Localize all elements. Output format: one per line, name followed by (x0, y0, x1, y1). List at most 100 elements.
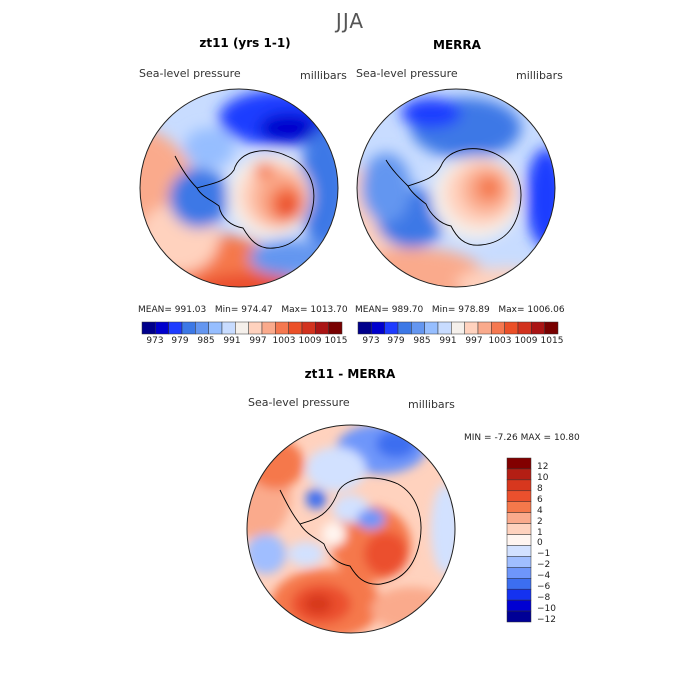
stat-max-value: 1013.70 (310, 305, 348, 315)
colorbar-tick: 973 (362, 336, 380, 346)
stat-mean-label: MEAN= (138, 305, 172, 315)
colorbar-swatch (261, 321, 276, 335)
colorbar-tick: −2 (537, 560, 551, 570)
colorbar-swatch (195, 321, 209, 335)
colorbar-tick: 979 (171, 336, 189, 346)
colorbar-swatch (506, 556, 532, 568)
stats-model: MEAN= 991.03 Min= 974.47 Max= 1013.70 (138, 305, 348, 315)
colorbar-swatch (506, 512, 532, 524)
colorbar-swatch (155, 321, 169, 335)
panel-variable-label-model: Sea-level pressure (139, 67, 241, 80)
colorbar-swatch (181, 321, 196, 335)
colorbar-tick: 991 (223, 336, 241, 346)
colorbar-tick: −10 (537, 604, 556, 614)
diff-variable-label: Sea-level pressure (248, 396, 350, 409)
colorbar-swatch (411, 321, 425, 335)
colorbar-tick: 979 (387, 336, 405, 346)
colorbar-tick: 985 (197, 336, 215, 346)
stat-max-value: 1006.06 (527, 305, 565, 315)
colorbar-tick: 991 (439, 336, 457, 346)
colorbar-swatch (371, 321, 385, 335)
stat-mean-value: 989.70 (391, 305, 424, 315)
colorbar-swatch (315, 321, 329, 335)
colorbar-swatch (506, 468, 532, 481)
colorbar-swatch (506, 490, 532, 502)
stats-obs: MEAN= 989.70 Min= 978.89 Max= 1006.06 (355, 305, 565, 315)
colorbar-swatch (506, 567, 532, 579)
colorbar-tick: 997 (249, 336, 267, 346)
colorbar-swatch (357, 321, 372, 335)
colorbar-swatch (517, 321, 532, 335)
season-title: JJA (335, 9, 365, 33)
colorbar-tick: −12 (537, 615, 556, 625)
colorbar-swatch (451, 321, 465, 335)
colorbar-swatch (506, 501, 532, 513)
colorbar-swatch (477, 321, 492, 335)
diff-max-value: 10.80 (553, 433, 580, 443)
colorbar-swatch (506, 545, 532, 557)
colorbar-swatch (384, 321, 399, 335)
colorbar-tick: 1009 (514, 336, 538, 346)
colorbar-swatch (328, 321, 343, 335)
map-outline (139, 88, 339, 288)
colorbar-tick: 1015 (324, 336, 348, 346)
stat-min-value: 974.47 (241, 305, 273, 315)
colorbar-swatch (288, 321, 303, 335)
colorbar-swatch (504, 321, 519, 335)
colorbar-swatch (506, 523, 532, 535)
colorbar-tick: −8 (537, 593, 551, 603)
colorbar-tick: 6 (537, 495, 543, 505)
colorbar-tick: −1 (537, 549, 551, 559)
colorbar-swatch (506, 457, 532, 470)
colorbar-tick: 1 (537, 528, 543, 538)
abs-colorbar-model (141, 321, 343, 335)
colorbar-swatch (168, 321, 183, 335)
colorbar-swatch (424, 321, 439, 335)
colorbar-swatch (531, 321, 545, 335)
stat-min-label: Min= (214, 305, 239, 315)
colorbar-tick: 985 (413, 336, 431, 346)
colorbar-swatch (544, 321, 559, 335)
antarctica-coastline (196, 150, 315, 249)
colorbar-tick: 1009 (298, 336, 322, 346)
stat-min-label: Min= (431, 305, 456, 315)
panel-units-label-model: millibars (300, 69, 347, 82)
stat-max-label: Max= (281, 305, 308, 315)
colorbar-swatch (506, 534, 532, 546)
map-outline (246, 424, 456, 634)
polar-map-difference (246, 424, 456, 634)
colorbar-tick: 1003 (488, 336, 512, 346)
diff-colorbar (506, 457, 532, 623)
panel-title-model: zt11 (yrs 1-1) (199, 36, 291, 50)
colorbar-swatch (491, 321, 505, 335)
panel-title-obs: MERRA (433, 38, 481, 52)
stat-mean-label: MEAN= (355, 305, 389, 315)
diff-min-value: -7.26 (494, 433, 518, 443)
colorbar-tick: 2 (537, 517, 543, 527)
panel-units-label-obs: millibars (516, 69, 563, 82)
colorbar-swatch (141, 321, 156, 335)
colorbar-swatch (506, 578, 532, 590)
diff-panel-title: zt11 - MERRA (304, 367, 396, 381)
colorbar-tick: 973 (146, 336, 164, 346)
colorbar-tick: 4 (537, 506, 543, 516)
stat-mean-value: 991.03 (174, 305, 207, 315)
colorbar-tick: −6 (537, 582, 551, 592)
antarctica-coastline (407, 148, 522, 246)
colorbar-tick: 997 (465, 336, 483, 346)
colorbar-swatch (506, 479, 532, 492)
abs-colorbar-obs (357, 321, 559, 335)
colorbar-tick: −4 (537, 571, 551, 581)
colorbar-swatch (397, 321, 412, 335)
polar-map-model (139, 88, 339, 288)
colorbar-tick: 1003 (272, 336, 296, 346)
diff-minmax: MIN = -7.26 MAX = 10.80 (464, 433, 580, 443)
colorbar-tick: 1015 (540, 336, 564, 346)
map-outline (356, 88, 556, 288)
stat-min-value: 978.89 (458, 305, 490, 315)
colorbar-swatch (506, 588, 532, 601)
panel-variable-label-obs: Sea-level pressure (356, 67, 458, 80)
colorbar-swatch (275, 321, 289, 335)
colorbar-tick: 8 (537, 484, 543, 494)
colorbar-swatch (506, 610, 532, 623)
